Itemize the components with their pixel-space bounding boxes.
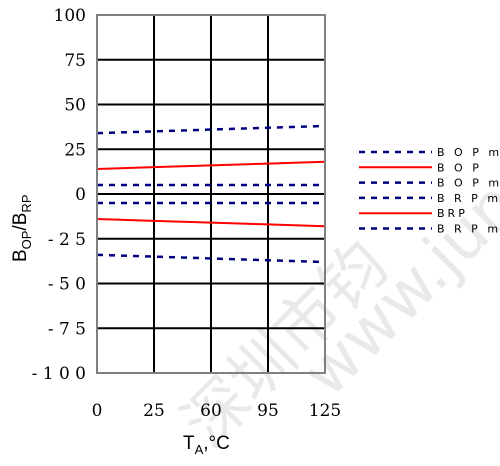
plot-frame (96, 14, 326, 374)
y-tick-label: - 2 5 (48, 230, 86, 250)
series-line-0 (96, 124, 326, 135)
y-label-b1: B (10, 249, 31, 262)
x-tick-label: 25 (143, 401, 165, 421)
y-label-sub2: RP (19, 195, 34, 213)
legend: B O P m B O P B O P m B R P m BRP B R P m (359, 146, 500, 236)
legend-label-2: B O P m (437, 177, 500, 190)
series-line-1 (96, 160, 326, 170)
legend-label-1: B O P (437, 161, 482, 174)
series-line-4 (96, 218, 326, 228)
x-label-sub: A (195, 442, 204, 457)
legend-label-4: BRP (437, 207, 468, 220)
grid (97, 15, 325, 373)
y-tick-label: 0 (75, 185, 86, 205)
y-axis-label: BOP/BRP (10, 195, 34, 263)
series-layer (96, 124, 326, 264)
x-tick-label: 0 (92, 401, 103, 421)
x-tick-labels: 0 25 60 95 125 (92, 401, 342, 421)
legend-label-3: B R P m (437, 192, 500, 205)
x-label-t: T (183, 433, 195, 454)
series-line-5 (96, 253, 326, 264)
x-axis-label: TA,°C (183, 433, 230, 457)
y-tick-labels: 100 75 50 25 0 - 2 5 - 5 0 - 7 5 - 1 0 0 (32, 6, 86, 384)
y-tick-label: 100 (54, 6, 86, 26)
y-tick-label: - 7 5 (48, 319, 86, 339)
legend-label-5: B R P m (437, 223, 500, 236)
x-tick-label: 60 (200, 401, 222, 421)
x-tick-label: 95 (257, 401, 279, 421)
y-label-sub1: OP (19, 231, 34, 250)
x-label-tail: ,°C (203, 433, 230, 454)
y-tick-label: - 1 0 0 (32, 364, 86, 384)
y-label-slash: /B (10, 213, 31, 231)
y-tick-label: 75 (64, 51, 86, 71)
legend-label-0: B O P m (437, 146, 500, 159)
y-tick-label: 50 (64, 96, 86, 116)
y-tick-label: - 5 0 (48, 275, 86, 295)
y-tick-label: 25 (64, 140, 86, 160)
x-tick-label: 125 (309, 401, 341, 421)
